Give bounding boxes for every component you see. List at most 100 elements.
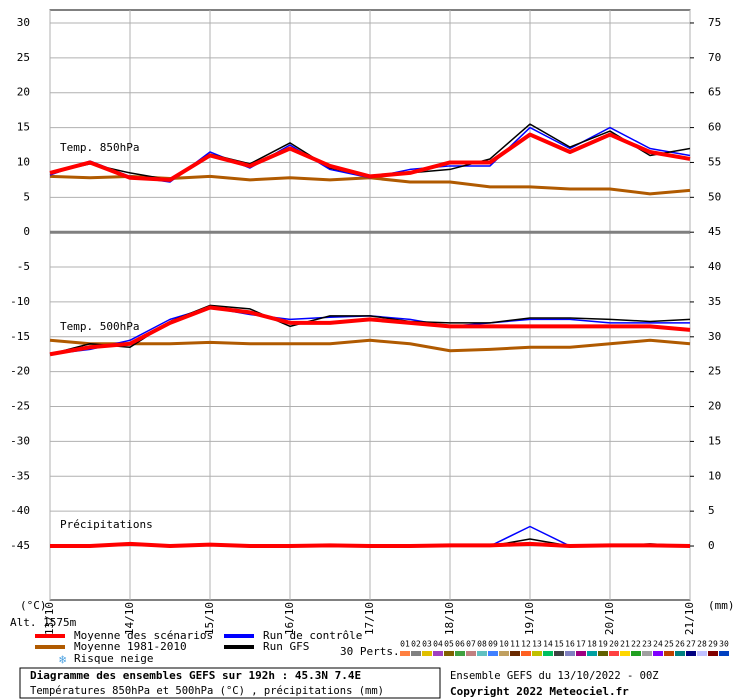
member-swatch (499, 651, 509, 656)
y2-tick-label: 35 (708, 295, 721, 308)
member-swatch (631, 651, 641, 656)
member-swatch (532, 651, 542, 656)
members-label: 30 Perts. (340, 645, 400, 658)
member-swatch (565, 651, 575, 656)
member-label: 20 (609, 640, 619, 649)
y-tick-label: -35 (10, 469, 30, 482)
member-label: 29 (708, 640, 718, 649)
member-label: 17 (576, 640, 586, 649)
legend-label: Moyenne 1981-2010 (74, 640, 187, 653)
x-tick-label: 15/10 (203, 602, 216, 635)
member-label: 11 (510, 640, 520, 649)
y2-tick-label: 45 (708, 225, 721, 238)
member-label: 26 (675, 640, 685, 649)
member-label: 07 (466, 640, 476, 649)
y-tick-label: 30 (17, 16, 30, 29)
y2-tick-label: 55 (708, 155, 721, 168)
member-swatch (554, 651, 564, 656)
member-swatch (466, 651, 476, 656)
member-label: 22 (631, 640, 641, 649)
y-tick-label: 0 (23, 225, 30, 238)
title-box (19, 667, 441, 699)
member-swatch (400, 651, 410, 656)
y2-unit: (mm) (708, 599, 735, 612)
y2-tick-label: 0 (708, 539, 715, 552)
member-swatch (675, 651, 685, 656)
member-swatch (543, 651, 553, 656)
series-line (49, 305, 691, 357)
y-tick-label: -10 (10, 295, 30, 308)
member-label: 08 (477, 640, 487, 649)
member-swatch (620, 651, 630, 656)
member-swatch (477, 651, 487, 656)
member-swatch (719, 651, 729, 656)
member-label: 21 (620, 640, 630, 649)
member-label: 01 (400, 640, 410, 649)
member-swatch (444, 651, 454, 656)
panel-label: Temp. 850hPa (60, 141, 139, 154)
member-label: 13 (532, 640, 542, 649)
member-swatch (411, 651, 421, 656)
legend-label: Run GFS (263, 640, 309, 653)
member-swatch (521, 651, 531, 656)
copyright: Copyright 2022 Meteociel.fr (450, 685, 629, 698)
member-label: 04 (433, 640, 443, 649)
y2-tick-label: 40 (708, 260, 721, 273)
chart-subtitle: Températures 850hPa et 500hPa (°C) , pré… (30, 685, 384, 697)
y-tick-label: -5 (17, 260, 30, 273)
x-tick-label: 16/10 (283, 602, 296, 635)
y2-tick-label: 20 (708, 400, 721, 413)
member-label: 02 (411, 640, 421, 649)
y2-tick-label: 60 (708, 121, 721, 134)
y-tick-label: -30 (10, 434, 30, 447)
member-label: 16 (565, 640, 575, 649)
y2-tick-label: 5 (708, 504, 715, 517)
member-swatch (422, 651, 432, 656)
x-tick-label: 20/10 (603, 602, 616, 635)
y-unit: (°C) (20, 599, 47, 612)
y-tick-label: -25 (10, 400, 30, 413)
member-swatch (708, 651, 718, 656)
y-tick-label: 10 (17, 155, 30, 168)
y2-tick-label: 30 (708, 330, 721, 343)
member-swatch (510, 651, 520, 656)
y-tick-label: 5 (23, 190, 30, 203)
y-tick-label: -20 (10, 365, 30, 378)
legend-label: Moyenne des scénarios (74, 629, 213, 642)
member-swatch (653, 651, 663, 656)
member-label: 24 (653, 640, 663, 649)
series-line (49, 338, 691, 353)
snow-icon: ❄ (59, 653, 66, 667)
member-label: 30 (719, 640, 729, 649)
member-label: 12 (521, 640, 531, 649)
member-label: 23 (642, 640, 652, 649)
member-swatch (433, 651, 443, 656)
snow-risk-label: Risque neige (74, 652, 153, 665)
y2-tick-label: 65 (708, 86, 721, 99)
member-label: 09 (488, 640, 498, 649)
member-label: 28 (697, 640, 707, 649)
member-label: 18 (587, 640, 597, 649)
x-tick-label: 19/10 (523, 602, 536, 635)
member-swatch (587, 651, 597, 656)
member-swatch (598, 651, 608, 656)
x-tick-label: 18/10 (443, 602, 456, 635)
member-swatch (697, 651, 707, 656)
x-tick-label: 13/10 (43, 602, 56, 635)
member-swatch (609, 651, 619, 656)
member-label: 05 (444, 640, 454, 649)
member-label: 03 (422, 640, 432, 649)
panel-label: Temp. 500hPa (60, 320, 139, 333)
run-info: Ensemble GEFS du 13/10/2022 - 00Z (450, 670, 659, 682)
y-tick-label: 15 (17, 121, 30, 134)
y2-tick-label: 70 (708, 51, 721, 64)
y-tick-label: -15 (10, 330, 30, 343)
x-tick-label: 21/10 (683, 602, 696, 635)
panel-label: Précipitations (60, 518, 153, 531)
y-tick-label: 25 (17, 51, 30, 64)
legend-label: Run de contrôle (263, 629, 362, 642)
y2-tick-label: 75 (708, 16, 721, 29)
member-swatch (455, 651, 465, 656)
y-tick-label: 20 (17, 86, 30, 99)
